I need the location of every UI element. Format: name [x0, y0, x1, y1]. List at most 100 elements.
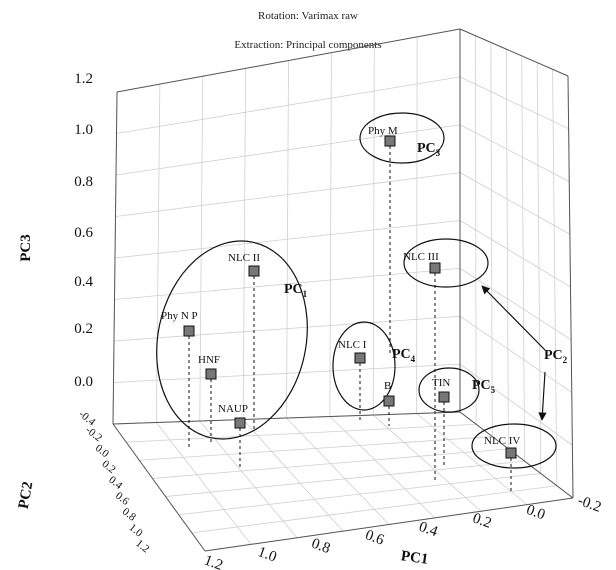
grid-line [521, 55, 525, 462]
group-ellipse [471, 423, 557, 469]
group-label-pc4: PC4 [392, 347, 416, 364]
box-edge [459, 28, 569, 77]
y-tick-label: -0.2 [83, 424, 104, 444]
x-tick-label: 1.0 [256, 544, 279, 565]
grid-line [459, 172, 571, 235]
group-label-pc5: PC5 [472, 378, 496, 395]
data-point-label: NAUP [218, 403, 248, 415]
group-ellipse [332, 321, 396, 411]
grid-line [475, 35, 477, 425]
data-point-label: NLC III [403, 251, 439, 263]
pc2-arrow-up [481, 285, 546, 351]
group-label-subscript: 5 [491, 385, 496, 395]
y-tick-label: 0.2 [100, 458, 118, 476]
grid-line [459, 76, 569, 130]
data-point-marker [183, 325, 195, 337]
data-point-marker [354, 352, 366, 364]
data-point-marker [234, 417, 246, 429]
grid-line [242, 419, 344, 532]
z-tick-label: 1.2 [74, 71, 93, 87]
z-tick-label: 0.4 [74, 274, 93, 290]
data-point-marker [205, 368, 217, 380]
y-axis-title: PC2 [16, 480, 37, 510]
z-tick-label: 0.8 [74, 174, 93, 190]
group-ellipse [156, 240, 308, 440]
box-edge [112, 91, 118, 425]
box-edge [567, 75, 574, 499]
x-tick-label: 0.0 [524, 502, 547, 523]
group-ellipse [418, 367, 480, 413]
box-edge [204, 497, 574, 552]
data-point-label: NLC II [228, 252, 260, 264]
data-point-label: B [384, 380, 391, 392]
grid-line [459, 363, 573, 446]
pc2-arrow-down [538, 371, 547, 421]
grid-line [372, 414, 482, 512]
data-point-label: NLC IV [484, 435, 520, 447]
grid-line [372, 44, 375, 416]
group-label-pc1: PC1 [284, 282, 308, 299]
chart-title-line-1: Rotation: Varimax raw [258, 10, 358, 22]
group-label-pc3: PC3 [417, 141, 441, 158]
y-tick-label: 1.0 [127, 522, 146, 540]
box-edge [116, 28, 461, 93]
data-point-label: NLC I [338, 339, 367, 351]
group-label-subscript: 4 [411, 354, 416, 364]
data-point-marker [384, 135, 396, 147]
group-ellipses [156, 112, 557, 469]
group-ellipse [403, 238, 489, 288]
chart-title-line-2: Extraction: Principal components [234, 39, 381, 51]
data-points: Phy M NLC III NLC II Phy N P NLC I HNF B TIN NAU… [161, 125, 520, 459]
y-tick-label: 1.2 [133, 537, 151, 555]
x-tick-label: 0.4 [417, 519, 441, 541]
group-labels: PC1 PC2 PC3 PC4 PC5 [284, 141, 568, 395]
grid-line [242, 68, 247, 420]
group-label-subscript: 3 [436, 148, 441, 158]
grid-line [416, 413, 528, 505]
grid-line [490, 42, 493, 437]
grid-line [459, 315, 572, 393]
x-tick-label: -0.2 [575, 493, 603, 516]
y-tick-label: 0.6 [113, 490, 132, 508]
x-tick-label: 0.2 [470, 510, 493, 531]
group-label-subscript: 1 [303, 289, 308, 299]
data-point-marker [438, 391, 450, 403]
grid-line [416, 36, 418, 414]
z-axis-title: PC3 [18, 234, 34, 262]
grid-line [329, 52, 332, 417]
data-point-label: Phy N P [161, 310, 198, 322]
z-tick-label: 1.0 [74, 122, 93, 138]
grid-layer [112, 28, 574, 552]
data-point-label: TIN [432, 377, 450, 389]
data-point-label: HNF [198, 354, 220, 366]
grid-line [459, 268, 572, 341]
drop-lines [188, 146, 512, 494]
y-tick-label: -0.4 [76, 408, 98, 428]
box-edge [112, 411, 461, 425]
grid-line [459, 220, 571, 288]
data-point-marker [383, 395, 395, 407]
grid-line [199, 76, 204, 422]
z-tick-label: 0.2 [74, 321, 93, 337]
group-label-subscript: 2 [563, 355, 568, 365]
data-point-label: Phy M [368, 125, 398, 137]
grid-line [505, 49, 509, 449]
x-axis-title: PC1 [400, 548, 429, 568]
z-tick-label: 0.6 [74, 225, 93, 241]
x-tick-label: 1.2 [202, 553, 225, 570]
group-ellipse [359, 112, 445, 164]
data-point-marker [505, 447, 517, 459]
box-edge [112, 423, 206, 552]
grid-line [329, 416, 436, 519]
group-label-pc2: PC2 [544, 348, 568, 365]
data-point-marker [248, 265, 260, 277]
grid-line [199, 420, 298, 539]
grid-line [552, 69, 558, 486]
grid-line [459, 124, 570, 182]
y-tick-label: 0.0 [93, 442, 112, 460]
grid-line [286, 60, 289, 419]
tick-labels: 0.00.20.40.60.81.01.2-0.4-0.20.00.20.40.… [74, 71, 603, 570]
x-tick-label: 0.8 [309, 536, 332, 557]
